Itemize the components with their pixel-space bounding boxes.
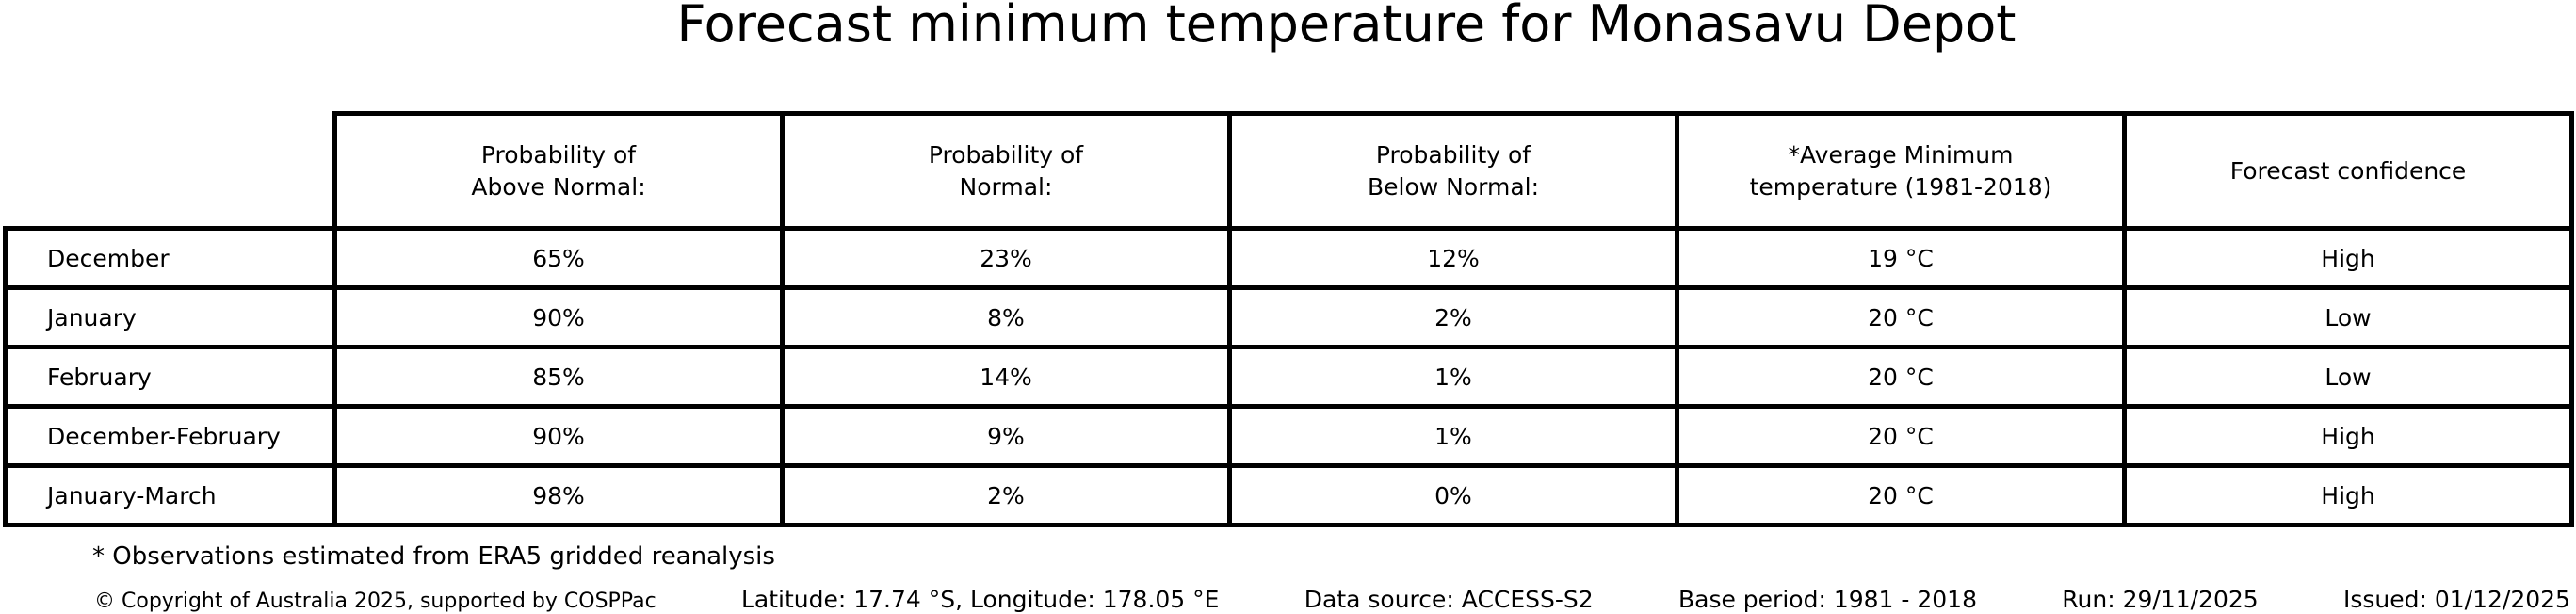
- header-cell-above-normal: Probability of Above Normal:: [332, 111, 785, 231]
- confidence-cell: Low: [2122, 345, 2574, 409]
- header-cell-blank: [6, 114, 335, 229]
- confidence-cell: High: [2122, 463, 2574, 527]
- normal-cell: 8%: [780, 285, 1232, 349]
- page-title-text: Forecast minimum temperature for Monasav…: [676, 0, 2017, 54]
- header-line: Forecast confidence: [2229, 156, 2467, 185]
- table-header-row: Probability of Above Normal: Probability…: [6, 111, 2574, 231]
- month-cell: December-February: [3, 404, 337, 468]
- above-normal-cell: 90%: [332, 404, 785, 468]
- header-cell-below-normal: Probability of Below Normal:: [1227, 111, 1679, 231]
- average-minimum-cell: 19 °C: [1675, 226, 2127, 290]
- header-line: Above Normal:: [471, 172, 646, 201]
- normal-cell: 14%: [780, 345, 1232, 409]
- confidence-cell: High: [2122, 404, 2574, 468]
- below-normal-cell: 2%: [1227, 285, 1679, 349]
- normal-cell: 23%: [780, 226, 1232, 290]
- header-cell-normal: Probability of Normal:: [780, 111, 1232, 231]
- footer-run-date: Run: 29/11/2025: [2062, 586, 2259, 613]
- footer-bar: © Copyright of Australia 2025, supported…: [0, 586, 2576, 613]
- header-cell-average-minimum: *Average Minimum temperature (1981-2018): [1675, 111, 2127, 231]
- header-line: Probability of: [1375, 140, 1531, 169]
- below-normal-cell: 1%: [1227, 345, 1679, 409]
- footer-base-period: Base period: 1981 - 2018: [1677, 586, 1977, 613]
- above-normal-cell: 98%: [332, 463, 785, 527]
- below-normal-cell: 0%: [1227, 463, 1679, 527]
- forecast-table: Probability of Above Normal: Probability…: [3, 111, 2574, 527]
- normal-cell: 2%: [780, 463, 1232, 527]
- footer-data-source: Data source: ACCESS-S2: [1304, 586, 1594, 613]
- header-line: Probability of: [928, 140, 1084, 169]
- header-line: Normal:: [959, 172, 1053, 201]
- table-row-january-march: January-March 98% 2% 0% 20 °C High: [3, 463, 2574, 527]
- confidence-cell: Low: [2122, 285, 2574, 349]
- table-row-december: December 65% 23% 12% 19 °C High: [3, 226, 2574, 290]
- table-row-february: February 85% 14% 1% 20 °C Low: [3, 345, 2574, 409]
- header-cell-forecast-confidence: Forecast confidence: [2122, 111, 2574, 231]
- above-normal-cell: 65%: [332, 226, 785, 290]
- average-minimum-cell: 20 °C: [1675, 404, 2127, 468]
- average-minimum-cell: 20 °C: [1675, 285, 2127, 349]
- month-cell: January: [3, 285, 337, 349]
- footer-issued-date: Issued: 01/12/2025: [2342, 586, 2570, 613]
- header-line: *Average Minimum: [1788, 140, 2014, 169]
- above-normal-cell: 90%: [332, 285, 785, 349]
- header-line: temperature (1981-2018): [1749, 172, 2052, 201]
- confidence-cell: High: [2122, 226, 2574, 290]
- month-cell: December: [3, 226, 337, 290]
- month-cell: January-March: [3, 463, 337, 527]
- average-minimum-cell: 20 °C: [1675, 345, 2127, 409]
- page-title: Forecast minimum temperature for Monasav…: [0, 0, 2576, 55]
- table-row-december-february: December-February 90% 9% 1% 20 °C High: [3, 404, 2574, 468]
- header-line: Below Normal:: [1367, 172, 1540, 201]
- average-minimum-cell: 20 °C: [1675, 463, 2127, 527]
- footer-location: Latitude: 17.74 °S, Longitude: 178.05 °E: [740, 586, 1220, 613]
- header-line: Probability of: [480, 140, 637, 169]
- normal-cell: 9%: [780, 404, 1232, 468]
- above-normal-cell: 85%: [332, 345, 785, 409]
- table-row-january: January 90% 8% 2% 20 °C Low: [3, 285, 2574, 349]
- month-cell: February: [3, 345, 337, 409]
- footer-copyright: © Copyright of Australia 2025, supported…: [94, 590, 656, 613]
- below-normal-cell: 1%: [1227, 404, 1679, 468]
- below-normal-cell: 12%: [1227, 226, 1679, 290]
- era5-footnote: * Observations estimated from ERA5 gridd…: [92, 542, 775, 571]
